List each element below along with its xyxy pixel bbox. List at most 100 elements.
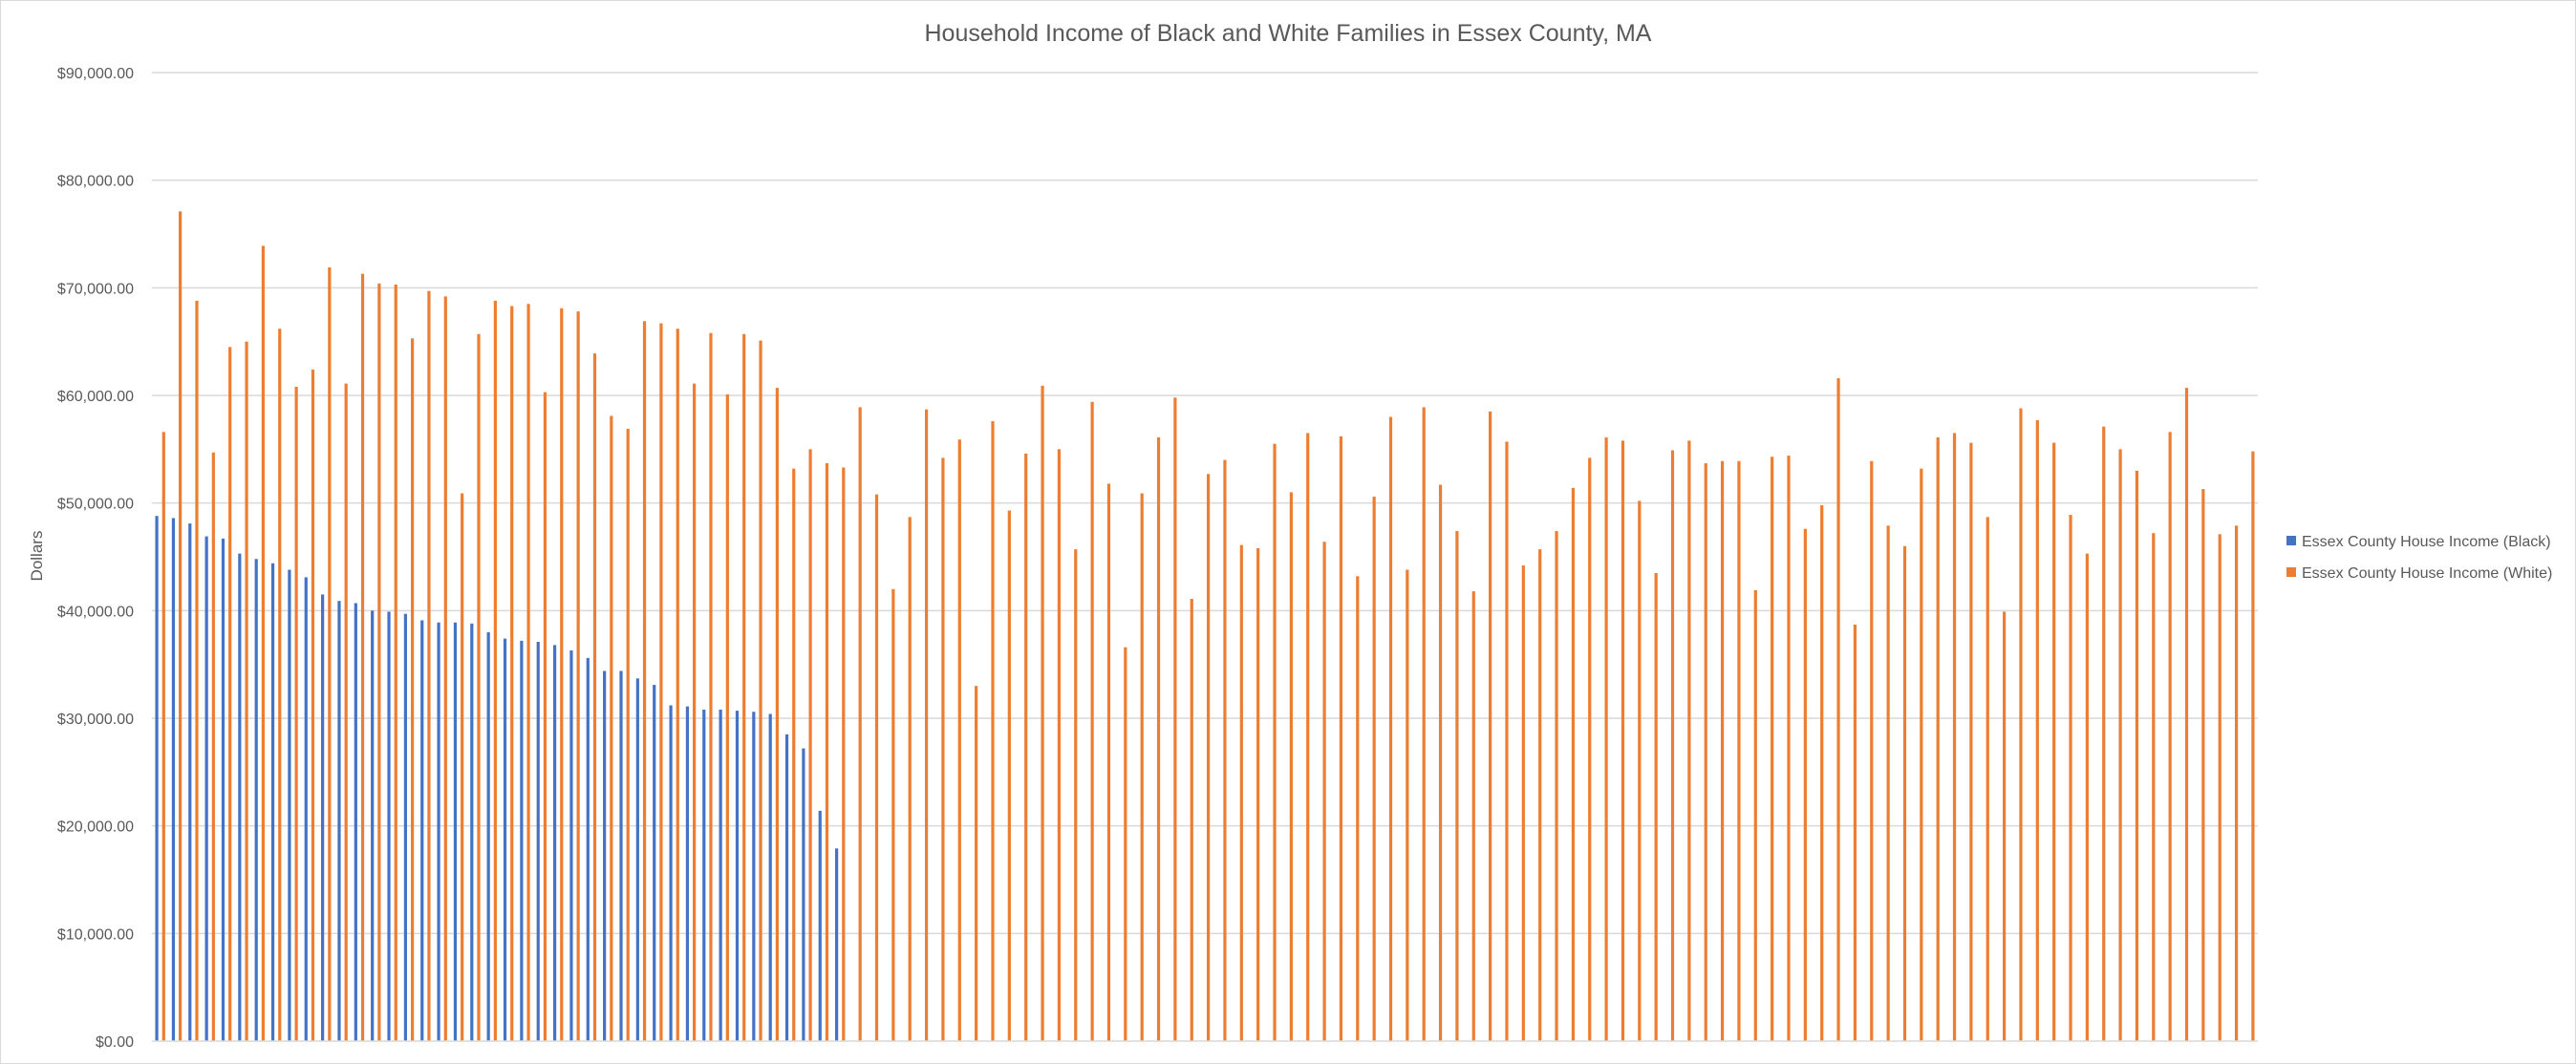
bar	[842, 467, 846, 1041]
bar	[221, 538, 225, 1041]
bar	[1902, 545, 1907, 1041]
bar	[486, 631, 490, 1041]
bar	[1471, 591, 1475, 1041]
bar	[477, 333, 481, 1041]
bar	[228, 347, 232, 1041]
legend-swatch	[2286, 536, 2296, 545]
bar	[991, 421, 995, 1041]
bar	[752, 712, 756, 1041]
bar	[1041, 385, 1044, 1041]
bar	[437, 622, 440, 1041]
bar	[254, 559, 258, 1041]
bar	[1737, 460, 1741, 1042]
bar	[1870, 460, 1874, 1042]
bar	[1969, 442, 1973, 1041]
bar	[1024, 453, 1028, 1042]
bar	[792, 468, 796, 1041]
bar	[569, 650, 573, 1041]
bar	[1638, 500, 1642, 1041]
bar	[685, 706, 690, 1041]
bar	[610, 415, 613, 1041]
bar	[1986, 517, 1989, 1041]
bar	[394, 284, 397, 1041]
bar	[808, 449, 812, 1042]
bars	[155, 211, 2255, 1042]
bar	[1289, 492, 1293, 1041]
bar	[1836, 377, 1840, 1042]
y-axis-title: Dollars	[28, 531, 46, 582]
bar	[161, 432, 165, 1041]
bar	[288, 569, 291, 1041]
bar	[2184, 388, 2189, 1041]
bar	[576, 311, 580, 1041]
bar	[858, 407, 862, 1041]
bar	[2003, 611, 2007, 1041]
bar	[1256, 547, 1260, 1041]
bar	[427, 290, 431, 1042]
bar	[354, 603, 357, 1041]
bar	[1372, 496, 1376, 1041]
bar	[2019, 408, 2023, 1041]
bar	[1720, 460, 1725, 1042]
bar	[1505, 441, 1509, 1041]
bar	[2201, 489, 2205, 1041]
bar	[1670, 450, 1675, 1042]
bar	[2168, 432, 2172, 1041]
bar	[1306, 433, 1310, 1041]
y-tick-label: $50,000.00	[57, 497, 134, 513]
bar	[1422, 407, 1426, 1041]
bar	[1621, 440, 1625, 1041]
bar	[344, 383, 348, 1041]
bar	[1771, 457, 1774, 1042]
bar	[1124, 647, 1127, 1041]
gridlines	[152, 72, 2258, 935]
bar	[1388, 416, 1393, 1041]
bar	[586, 657, 590, 1041]
bar	[238, 553, 242, 1041]
bar	[1057, 449, 1062, 1042]
bar	[311, 369, 315, 1042]
bar	[470, 623, 474, 1041]
bar	[669, 705, 673, 1041]
bar	[626, 428, 630, 1041]
bar	[874, 494, 879, 1041]
bar	[592, 353, 597, 1041]
bar	[1489, 411, 1492, 1041]
bar	[2085, 553, 2089, 1041]
bar	[1356, 576, 1360, 1041]
bar	[1090, 401, 1094, 1041]
bar	[2052, 442, 2056, 1041]
bar	[775, 388, 779, 1041]
bar	[377, 283, 381, 1042]
bar	[195, 300, 199, 1042]
legend-label: Essex County House Income (Black)	[2302, 534, 2551, 550]
bar	[924, 409, 929, 1041]
bar	[908, 517, 912, 1041]
y-tick-label: $70,000.00	[57, 281, 134, 297]
bar	[304, 577, 308, 1041]
bar	[2135, 470, 2139, 1041]
bar	[188, 523, 192, 1041]
bar	[635, 678, 639, 1041]
bar	[2069, 515, 2072, 1041]
bar	[619, 670, 623, 1041]
bar	[1322, 542, 1326, 1041]
bar	[543, 392, 547, 1041]
bar	[503, 638, 507, 1041]
bar	[2118, 449, 2122, 1042]
bar	[702, 709, 706, 1041]
bar	[1106, 483, 1111, 1041]
bar	[1936, 436, 1940, 1041]
bar	[420, 620, 424, 1041]
bar	[1753, 589, 1757, 1041]
bar	[1654, 572, 1658, 1041]
bar	[1920, 468, 1923, 1041]
bar	[2102, 426, 2106, 1041]
series-black	[155, 516, 839, 1041]
bar	[493, 300, 497, 1042]
bar	[941, 458, 945, 1042]
bar	[2035, 419, 2039, 1041]
bar	[410, 338, 415, 1041]
bar	[784, 734, 789, 1041]
